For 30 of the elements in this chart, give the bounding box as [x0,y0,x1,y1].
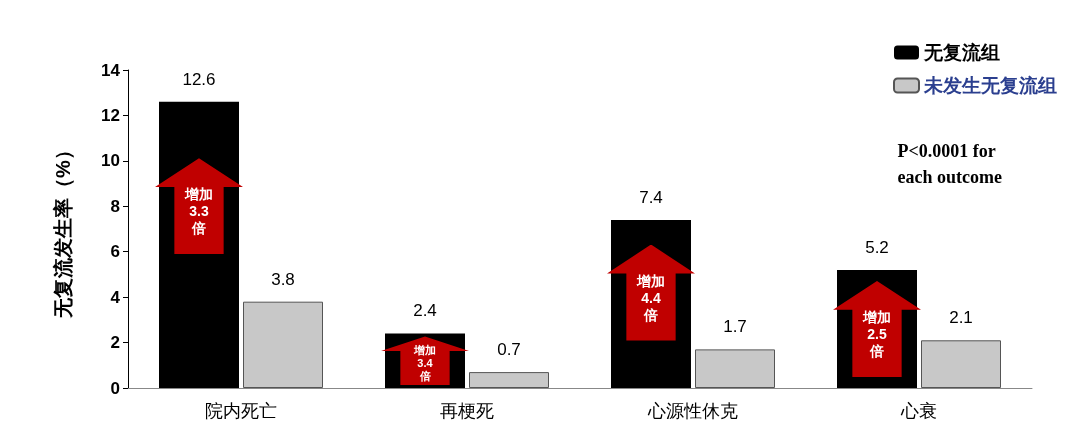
y-tick-label: 14 [101,60,121,80]
y-tick-label: 12 [101,105,120,125]
x-tick-label: 心衰 [900,401,937,421]
y-axis-title: 无复流发生率（%） [52,140,74,319]
data-label: 12.6 [182,69,216,89]
annotation: P<0.0001 for each outcome [897,141,1003,187]
legend-label: 无复流组 [923,42,1000,63]
data-label: 2.4 [413,301,437,321]
x-tick-label: 再梗死 [440,401,494,421]
y-tick-label: 2 [110,333,120,353]
y-tick-label: 6 [110,242,120,262]
data-label: 2.1 [949,308,973,328]
y-tick-label: 0 [110,378,120,398]
data-label: 3.8 [271,269,295,289]
legend-label: 未发生无复流组 [923,75,1057,96]
x-tick-label: 院内死亡 [205,401,277,421]
y-tick-label: 10 [101,151,120,171]
y-tick-label: 8 [110,196,120,216]
x-tick-label: 心源性休克 [647,401,738,421]
data-label: 7.4 [639,187,663,207]
bar [243,301,323,388]
annotation: 增加 4.4 倍 [635,272,666,324]
annotation: 增加 2.5 倍 [861,308,892,360]
annotation: 增加 3.4 倍 [413,343,437,383]
data-label: 5.2 [865,237,889,257]
y-tick-label: 4 [110,287,121,307]
data-label: 0.7 [497,340,521,360]
data-label: 1.7 [723,317,747,337]
bar [695,349,775,388]
annotation: 增加 3.3 倍 [183,186,214,238]
